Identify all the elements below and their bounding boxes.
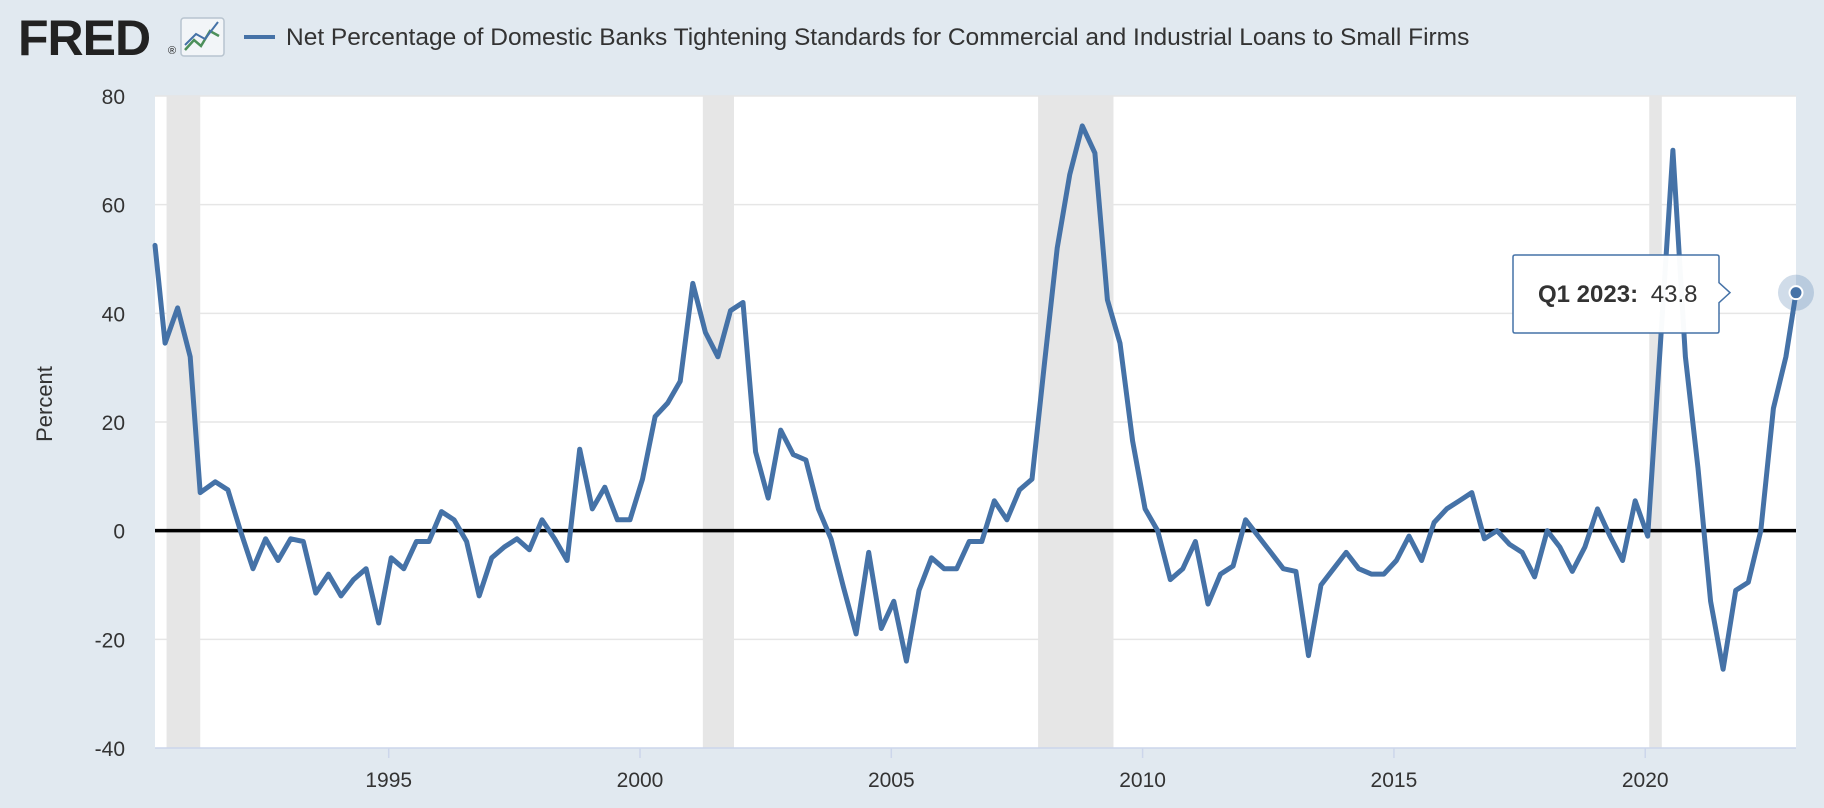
fred-graph-icon [180, 17, 225, 57]
x-tick-label: 2015 [1371, 769, 1418, 792]
hover-point[interactable] [1788, 285, 1804, 301]
tooltip: Q1 2023: 43.8 [1512, 254, 1732, 334]
y-tick-label: 40 [102, 303, 125, 326]
tooltip-value: 43.8 [1651, 281, 1698, 308]
y-tick-label: 80 [102, 86, 125, 109]
y-tick-label: -40 [95, 738, 125, 761]
tooltip-text: Q1 2023: 43.8 [1538, 281, 1697, 308]
axes: 80 60 40 20 0 -20 -40 1995 2000 2005 2010 2015 2020 [95, 86, 1796, 792]
x-tick-label: 2010 [1119, 769, 1166, 792]
y-axis-title: Percent [32, 366, 57, 442]
legend-label: Net Percentage of Domestic Banks Tighten… [286, 24, 1469, 51]
hover-marker [1778, 274, 1814, 311]
x-tick-label: 2005 [868, 769, 915, 792]
series-layer [152, 123, 1799, 672]
registered-mark: ® [168, 45, 176, 57]
y-tick-label: -20 [95, 629, 125, 652]
series-line[interactable] [152, 123, 1799, 672]
tooltip-label: Q1 2023: [1538, 281, 1638, 308]
y-tick-label: 20 [102, 412, 125, 435]
x-tick-label: 2000 [617, 769, 664, 792]
x-tick-label: 2020 [1622, 769, 1669, 792]
y-tick-label: 0 [113, 521, 125, 544]
y-tick-label: 60 [102, 195, 125, 218]
header: FRED ® Net Percentage of Domestic Banks … [18, 10, 1469, 66]
x-tick-label: 1995 [365, 769, 412, 792]
tooltip-box [1512, 254, 1732, 334]
fred-logo[interactable]: FRED [18, 10, 151, 66]
